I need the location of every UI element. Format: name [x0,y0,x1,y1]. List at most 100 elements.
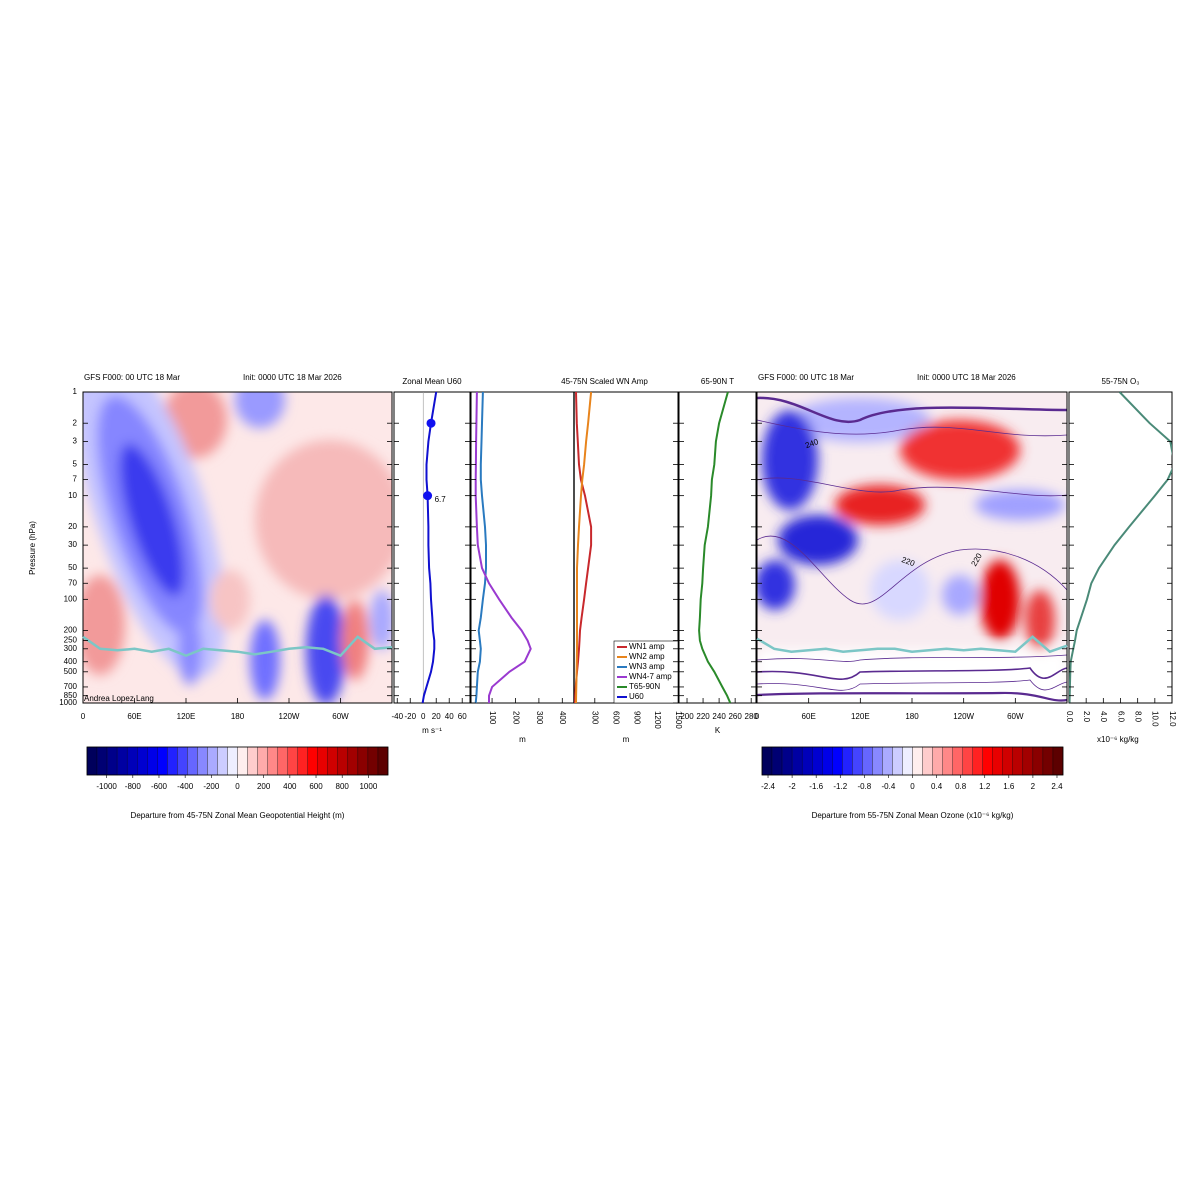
colorbar-label: Departure from 55-75N Zonal Mean Ozone (… [812,811,1014,820]
x-tick-label: 10.0 [1151,711,1160,727]
x-tick-label: 220 [696,712,710,721]
x-tick-label: 1200 [653,711,662,729]
x-tick-label: 60W [1007,712,1024,721]
marker [426,418,436,428]
colorbar-box [992,746,1003,776]
y-tick-label: 400 [64,657,78,666]
y-tick-label: 2 [73,418,78,427]
legend-label: T65-90N [629,682,660,691]
colorbar-tick-label: 200 [257,782,271,791]
colorbar-tick-label: 1.2 [979,782,991,791]
x-tick-label: 900 [632,711,641,725]
marker-label: 6.7 [435,495,447,504]
x-tick-label: 120W [953,712,974,721]
colorbar-box [157,746,168,776]
colorbar-box [1012,746,1024,776]
x-axis-label: m [519,735,526,744]
colorbar-box [257,746,268,776]
y-tick-label: 850 [64,691,78,700]
y-tick-label: 300 [64,644,78,653]
colorbar-box [267,746,278,776]
x-tick-label: 0 [81,712,86,721]
x-tick-label: 300 [591,711,600,725]
x-tick-label: 300 [535,711,544,725]
colorbar-box [177,746,188,776]
x-tick-label: 0 [421,712,426,721]
colorbar-box [187,746,198,776]
colorbar-tick-label: 600 [309,782,323,791]
y-tick-label: 10 [68,491,77,500]
colorbar-box [952,746,963,776]
colorbar-box [137,746,148,776]
x-tick-label: 40 [445,712,454,721]
y-tick-label: 700 [64,682,78,691]
tropopause-line [82,635,393,658]
credit: Andrea Lopez Lang [84,694,154,703]
legend-box [613,640,679,704]
legend-label: WN4-7 amp [629,672,672,681]
colorbar-box [942,746,953,776]
plot-frame [678,391,757,704]
x-tick-label: 60E [127,712,141,721]
x-tick-label: 60W [332,712,349,721]
x-tick-label: 6.0 [1116,711,1125,723]
colorbar-box [771,746,783,776]
x-tick-label: 0.0 [1065,711,1074,723]
colorbar-tick-label: -2.4 [761,782,775,791]
panel-title: 45-75N Scaled WN Amp [561,377,648,386]
x-tick-label: 280 [745,712,759,721]
colorbar-box [317,746,328,776]
x-tick-label: 12.0 [1168,711,1177,727]
colorbar-tick-label: -400 [177,782,194,791]
colorbar-box [761,746,773,776]
colorbar-tick-label: -0.4 [882,782,896,791]
colorbar-box [277,746,288,776]
colorbar-box [357,746,369,776]
colorbar-tick-label: -2 [789,782,797,791]
x-tick-label: 8.0 [1134,711,1143,723]
x-tick-label: 180 [231,712,245,721]
contour-label: 240 [804,437,820,450]
colorbar-box [327,746,338,776]
y-tick-label: 500 [64,667,78,676]
colorbar-tick-label: 1.6 [1003,782,1015,791]
series-group [698,391,732,704]
colorbar-box [86,746,98,776]
panel-title: 65-90N T [701,377,734,386]
colorbar-box [167,746,178,776]
colorbar-tick-label: -1.2 [833,782,847,791]
colorbar-tick-label: 0 [910,782,915,791]
colorbar-tick-label: -600 [151,782,168,791]
y-tick-label: 5 [73,460,78,469]
x-tick-label: 200 [680,712,694,721]
colorbar-tick-label: -1000 [96,782,117,791]
colorbar-box [982,746,993,776]
x-tick-label: 400 [558,711,567,725]
plot-frame [1068,391,1173,704]
colorbar-box [297,746,308,776]
colorbar-box [812,746,823,776]
colorbar-tick-label: 0.4 [931,782,943,791]
tropopause-line [756,635,1068,654]
x-axis-label: m s⁻¹ [422,726,442,735]
colorbar-box [892,746,903,776]
legend-label: U60 [629,692,644,701]
colorbar-box [347,746,359,776]
y-tick-label: 7 [73,475,78,484]
legend-label: WN1 amp [629,642,665,651]
colorbar-tick-label: 0.8 [955,782,967,791]
colorbar-tick-label: -200 [203,782,220,791]
marker [423,491,433,501]
y-tick-label: 250 [64,636,78,645]
colorbar-tick-label: 2 [1031,782,1036,791]
profile-line [575,391,593,704]
series-group [1069,392,1172,703]
colorbar-box [842,746,853,776]
profile-line [474,391,487,704]
colorbar-box [932,746,943,776]
colorbar-box [337,746,349,776]
panel-title: Zonal Mean U60 [402,377,462,386]
x-tick-label: 180 [905,712,919,721]
x-tick-label: 20 [432,712,441,721]
chart-title: GFS F000: 00 UTC 18 Mar [84,373,180,382]
